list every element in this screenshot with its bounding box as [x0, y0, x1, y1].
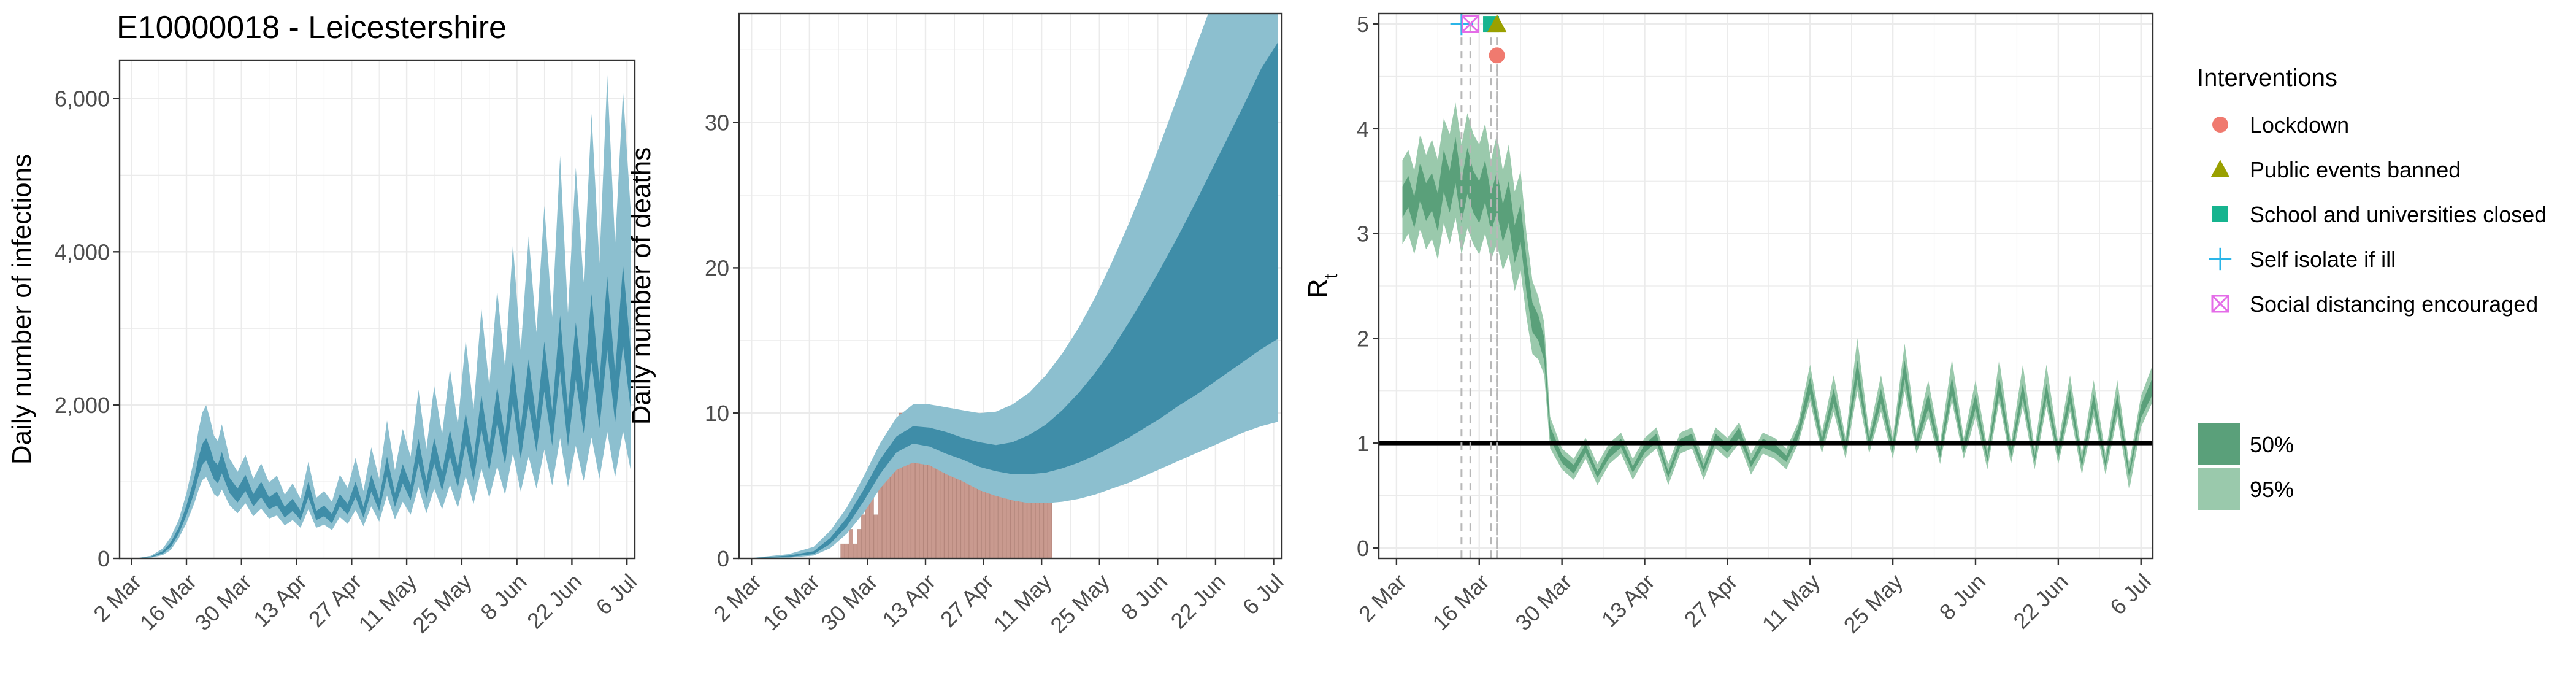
- legend-marker-public_events: [2210, 160, 2230, 177]
- legend-label-social_distancing: Social distancing encouraged: [2250, 291, 2538, 317]
- infections-xtick-label: 6 Jul: [591, 569, 642, 620]
- rt-ylabel: Rt: [1303, 273, 1341, 298]
- legend-interventions: Interventions Lockdown Public events bann…: [2197, 64, 2547, 317]
- deaths-xtick-label: 11 May: [989, 569, 1057, 637]
- rt-grid: [1379, 14, 2153, 558]
- infections-xtick-label: 16 Mar: [135, 569, 201, 635]
- deaths-ytick-label: 20: [705, 255, 729, 280]
- deaths-ylabel: Daily number of deaths: [626, 147, 656, 425]
- deaths-bar: [853, 543, 857, 558]
- rt-xtick-label: 27 Apr: [1679, 569, 1742, 632]
- legend-intervention-items: Lockdown Public events banned School and u…: [2209, 112, 2547, 317]
- deaths-xtick-label: 27 Apr: [935, 569, 999, 632]
- rt-xtick-label: 8 Jun: [1934, 569, 1990, 625]
- infections-ytick-label: 0: [98, 546, 110, 571]
- legend-marker-schools: [2212, 206, 2228, 222]
- deaths-bar: [857, 529, 862, 558]
- deaths-bar: [848, 529, 853, 558]
- deaths-xtick-label: 8 Jun: [1116, 569, 1172, 625]
- deaths-xtick-label: 22 Jun: [1166, 569, 1230, 633]
- intervention-marker-social_distancing-box: [1461, 15, 1479, 33]
- intervention-marker-lockdown: [1489, 47, 1505, 64]
- figure-title: E10000018 - Leicestershire: [117, 10, 507, 45]
- rt-ytick-label: 0: [1357, 536, 1369, 561]
- rt-band-95: [1402, 102, 2153, 490]
- deaths-panel-border: [738, 12, 1283, 560]
- deaths-xtick-label: 13 Apr: [877, 569, 940, 632]
- deaths-band-50: [747, 42, 1278, 558]
- intervention-marker-social_distancing: [1461, 15, 1479, 33]
- deaths-bar: [840, 543, 845, 558]
- rt-xtick-label: 25 May: [1839, 569, 1907, 638]
- deaths-bar: [898, 412, 903, 558]
- rt-xtick-label: 16 Mar: [1428, 569, 1494, 635]
- infections-xtick-label: 30 Mar: [190, 569, 256, 635]
- rt-ytick-label: 2: [1357, 326, 1369, 351]
- rt-ytick-label: 5: [1357, 12, 1369, 37]
- deaths-xtick-label: 30 Mar: [816, 569, 882, 635]
- infections-content: [139, 75, 631, 558]
- deaths-ytick-label: 30: [705, 110, 729, 136]
- legend-band-label: 95%: [2250, 477, 2294, 502]
- legend-swatch-95%: [2198, 468, 2240, 510]
- legend-bands: 50% 95%: [2198, 423, 2294, 510]
- infections-xtick-label: 22 Jun: [522, 569, 586, 633]
- rt-xtick-label: 6 Jul: [2105, 569, 2156, 620]
- rt-ytick-label: 1: [1357, 431, 1369, 456]
- infections-xtick-label: 25 May: [407, 569, 476, 638]
- legend-marker-social_distancing-box: [2211, 295, 2229, 313]
- infections-band-50: [139, 264, 631, 558]
- legend-marker-social_distancing: [2211, 295, 2229, 313]
- rt-xtick-label: 13 Apr: [1597, 569, 1660, 632]
- rt-ytick-label: 4: [1357, 117, 1369, 142]
- intervention-marker-social_distancing-d2: [1462, 15, 1479, 33]
- deaths-xtick-label: 25 May: [1045, 569, 1114, 638]
- rt-xtick-label: 2 Mar: [1354, 569, 1411, 627]
- deaths-ytick-label: 0: [717, 546, 729, 571]
- legend-label-lockdown: Lockdown: [2250, 112, 2349, 137]
- legend-label-self_isolate: Self isolate if ill: [2250, 247, 2396, 272]
- legend-marker-social_distancing-d2: [2211, 295, 2229, 313]
- legend-marker-self_isolate: [2209, 247, 2232, 271]
- rt-xtick-label: 11 May: [1757, 569, 1825, 637]
- legend-marker-lockdown: [2212, 117, 2228, 133]
- legend-band-label: 50%: [2250, 432, 2294, 457]
- infections-xtick-label: 13 Apr: [248, 569, 312, 632]
- rt-xtick-label: 22 Jun: [2008, 569, 2072, 633]
- deaths-xtick-label: 6 Jul: [1238, 569, 1289, 620]
- panel-rt: 0 1 2 3 4 5 2 Mar 16 Mar 30 Mar 13 Apr 27 Apr 11 Ma…: [1303, 12, 2156, 638]
- infections-panel-border: [118, 59, 636, 560]
- deaths-bar: [861, 514, 866, 558]
- infections-ylabel: Daily number of infections: [7, 154, 37, 465]
- deaths-bar: [845, 543, 849, 558]
- legend-label-public_events: Public events banned: [2250, 157, 2461, 182]
- legend-label-schools: School and universities closed: [2250, 202, 2547, 227]
- rt-xtick-label: 30 Mar: [1510, 569, 1576, 635]
- infections-ytick-label: 2,000: [55, 393, 110, 418]
- rt-panel-border: [1378, 12, 2154, 560]
- deaths-ytick-label: 10: [705, 401, 729, 426]
- legend-interventions-title: Interventions: [2197, 64, 2337, 91]
- deaths-xtick-label: 16 Mar: [758, 569, 824, 635]
- deaths-bar: [873, 514, 878, 558]
- infections-xtick-label: 11 May: [354, 569, 422, 637]
- legend-swatch-50%: [2198, 423, 2240, 465]
- rt-ytick-label: 3: [1357, 222, 1369, 247]
- infections-ytick-label: 6,000: [55, 86, 110, 111]
- infections-ytick-label: 4,000: [55, 239, 110, 264]
- rt-ylabel-subscript: t: [1321, 273, 1341, 279]
- rt-content: [1379, 14, 2153, 558]
- intervention-marker-public_events: [1487, 14, 1507, 33]
